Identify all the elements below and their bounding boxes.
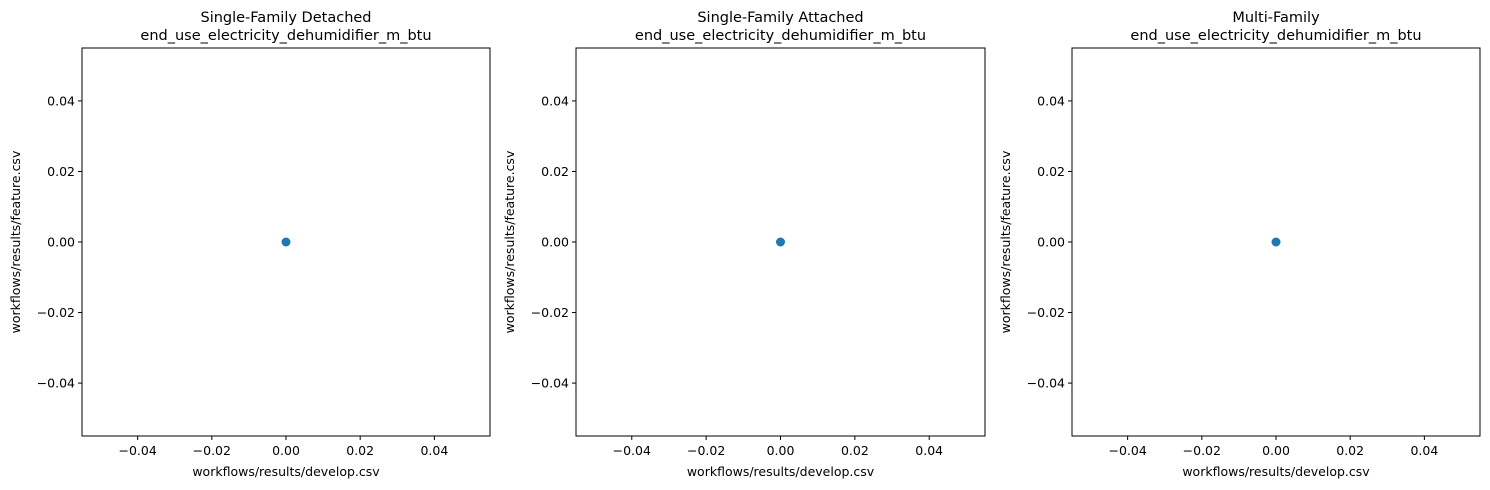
chart-subtitle: end_use_electricity_dehumidifier_m_btu [140,28,431,44]
x-tick-label: 0.04 [915,443,943,458]
y-axis-label: workflows/results/feature.csv [502,150,517,333]
x-tick-label: 0.00 [272,443,300,458]
y-tick-label: 0.02 [1037,164,1065,179]
x-tick-label: 0.02 [841,443,869,458]
y-tick-label: 0.04 [541,93,569,108]
chart-title: Multi-Family [1232,10,1320,26]
y-tick-label: 0.04 [1037,93,1065,108]
x-tick-label: −0.04 [1108,443,1146,458]
chart-title: Single-Family Attached [697,10,863,26]
y-tick-label: 0.02 [541,164,569,179]
plot-frame [575,47,986,437]
y-tick-label: −0.02 [1027,305,1065,320]
x-tick-label: 0.04 [1410,443,1438,458]
scatter-point [776,237,785,247]
y-tick-label: −0.04 [531,376,569,391]
x-tick-label: 0.02 [1336,443,1364,458]
y-tick-label: 0.04 [47,93,75,108]
x-tick-label: −0.04 [118,443,156,458]
y-tick-label: 0.00 [47,235,75,250]
plot-frame [81,47,491,437]
x-axis-label: workflows/results/develop.csv [687,464,875,479]
chart-subtitle: end_use_electricity_dehumidifier_m_btu [1130,28,1421,44]
x-tick-label: 0.02 [346,443,374,458]
x-tick-label: 0.00 [1262,443,1290,458]
y-tick-label: −0.04 [1027,376,1065,391]
x-tick-label: 0.04 [420,443,448,458]
y-tick-label: 0.00 [1037,235,1065,250]
y-axis-label: workflows/results/feature.csv [998,150,1013,333]
chart-title: Single-Family Detached [200,10,371,26]
y-tick-label: −0.02 [37,305,75,320]
scatter-point [1271,237,1281,247]
y-tick-label: −0.04 [37,376,75,391]
plot-frame [1071,47,1481,437]
y-tick-label: 0.00 [541,235,569,250]
chart-panel-2: Single-Family Attached end_use_electricit… [502,10,986,479]
chart-panel-3: Multi-Family end_use_electricity_dehumidi… [998,10,1481,479]
x-tick-label: −0.02 [687,443,725,458]
x-axis-label: workflows/results/develop.csv [192,464,380,479]
x-tick-label: −0.02 [193,443,231,458]
x-tick-label: −0.02 [1183,443,1221,458]
x-tick-label: −0.04 [613,443,651,458]
x-tick-label: 0.00 [767,443,795,458]
x-axis-label: workflows/results/develop.csv [1182,464,1370,479]
y-axis-label: workflows/results/feature.csv [8,150,23,333]
chart-panel-1: Single-Family Detached end_use_electricit… [8,10,491,479]
y-tick-label: −0.02 [531,305,569,320]
chart-subtitle: end_use_electricity_dehumidifier_m_btu [635,28,926,44]
y-tick-label: 0.02 [47,164,75,179]
scatter-point [281,237,291,247]
